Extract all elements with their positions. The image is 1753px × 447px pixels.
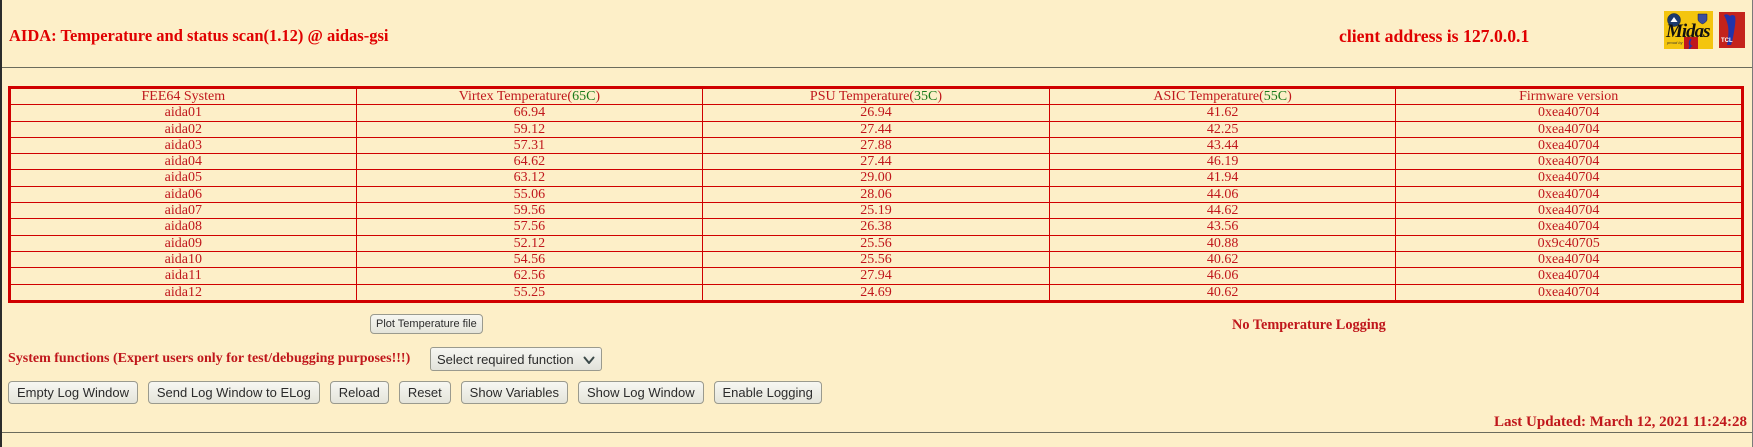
svg-text:TCL: TCL <box>1721 38 1733 44</box>
